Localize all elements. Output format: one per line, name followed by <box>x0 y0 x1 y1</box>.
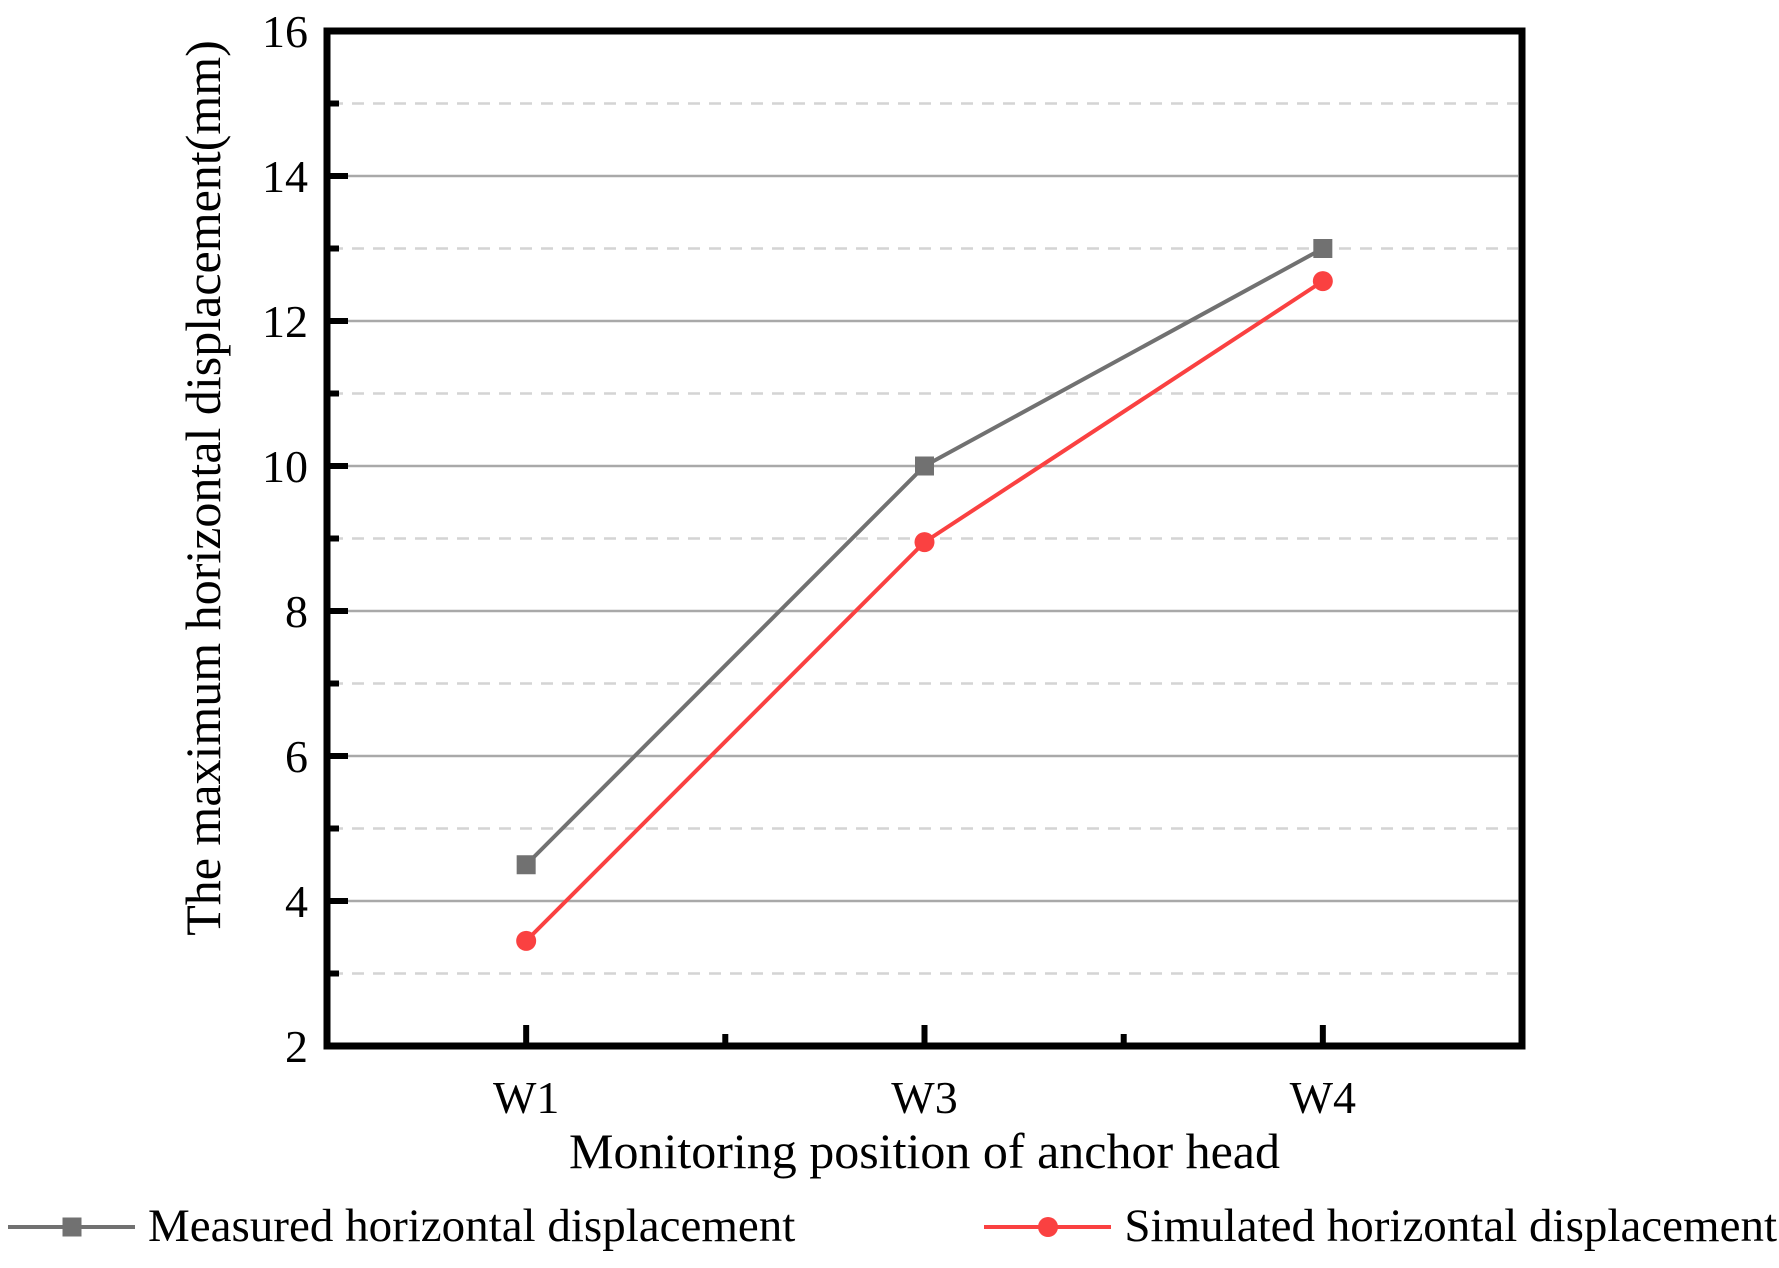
x-tick-label: W4 <box>1290 1072 1356 1123</box>
gridlines <box>331 102 1518 975</box>
y-tick-label: 6 <box>285 731 308 782</box>
circle-marker-icon <box>914 532 935 553</box>
circle-marker-icon <box>516 930 537 951</box>
y-tick-label: 12 <box>262 296 308 347</box>
legend: Measured horizontal displacement Simulat… <box>8 1194 1777 1260</box>
square-marker-icon <box>1313 239 1333 258</box>
series-line <box>524 246 1324 867</box>
legend-item-measured: Measured horizontal displacement <box>8 1200 796 1253</box>
measured-series-line-marker-icon <box>8 1216 135 1238</box>
chart-canvas: 2 4 6 8 10 12 14 16 W1 W3 W4 <box>262 6 1526 1123</box>
y-tick-label: 8 <box>285 586 308 637</box>
simulated-circle-marker-icon <box>1037 1217 1058 1237</box>
y-tick-label: 4 <box>285 876 308 927</box>
y-axis-title: The maximum horizontal displacement(mm) <box>175 40 231 936</box>
x-axis-title: Monitoring position of anchor head <box>569 1123 1280 1179</box>
y-tick-label: 16 <box>262 6 308 57</box>
tick-labels: 2 4 6 8 10 12 14 16 W1 W3 W4 <box>262 6 1356 1123</box>
y-tick-label: 10 <box>262 441 308 492</box>
simulated-legend-label: Simulated horizontal displacement <box>1124 1200 1777 1253</box>
plot-frame <box>323 27 1526 1050</box>
square-marker-icon <box>915 456 934 476</box>
measured-legend-label: Measured horizontal displacement <box>148 1200 796 1253</box>
x-tick-label: W1 <box>493 1072 559 1123</box>
series-measured <box>516 239 1333 875</box>
series-simulated <box>516 271 1333 951</box>
axis-ticks <box>330 100 1326 1043</box>
x-tick-label: W3 <box>891 1072 957 1123</box>
y-tick-label: 2 <box>285 1021 308 1072</box>
measured-square-marker-icon <box>62 1217 81 1237</box>
y-tick-label: 14 <box>262 151 308 202</box>
simulated-series-line-marker-icon <box>984 1216 1112 1238</box>
circle-marker-icon <box>1312 271 1333 292</box>
legend-item-simulated: Simulated horizontal displacement <box>984 1200 1777 1253</box>
square-marker-icon <box>516 855 536 875</box>
